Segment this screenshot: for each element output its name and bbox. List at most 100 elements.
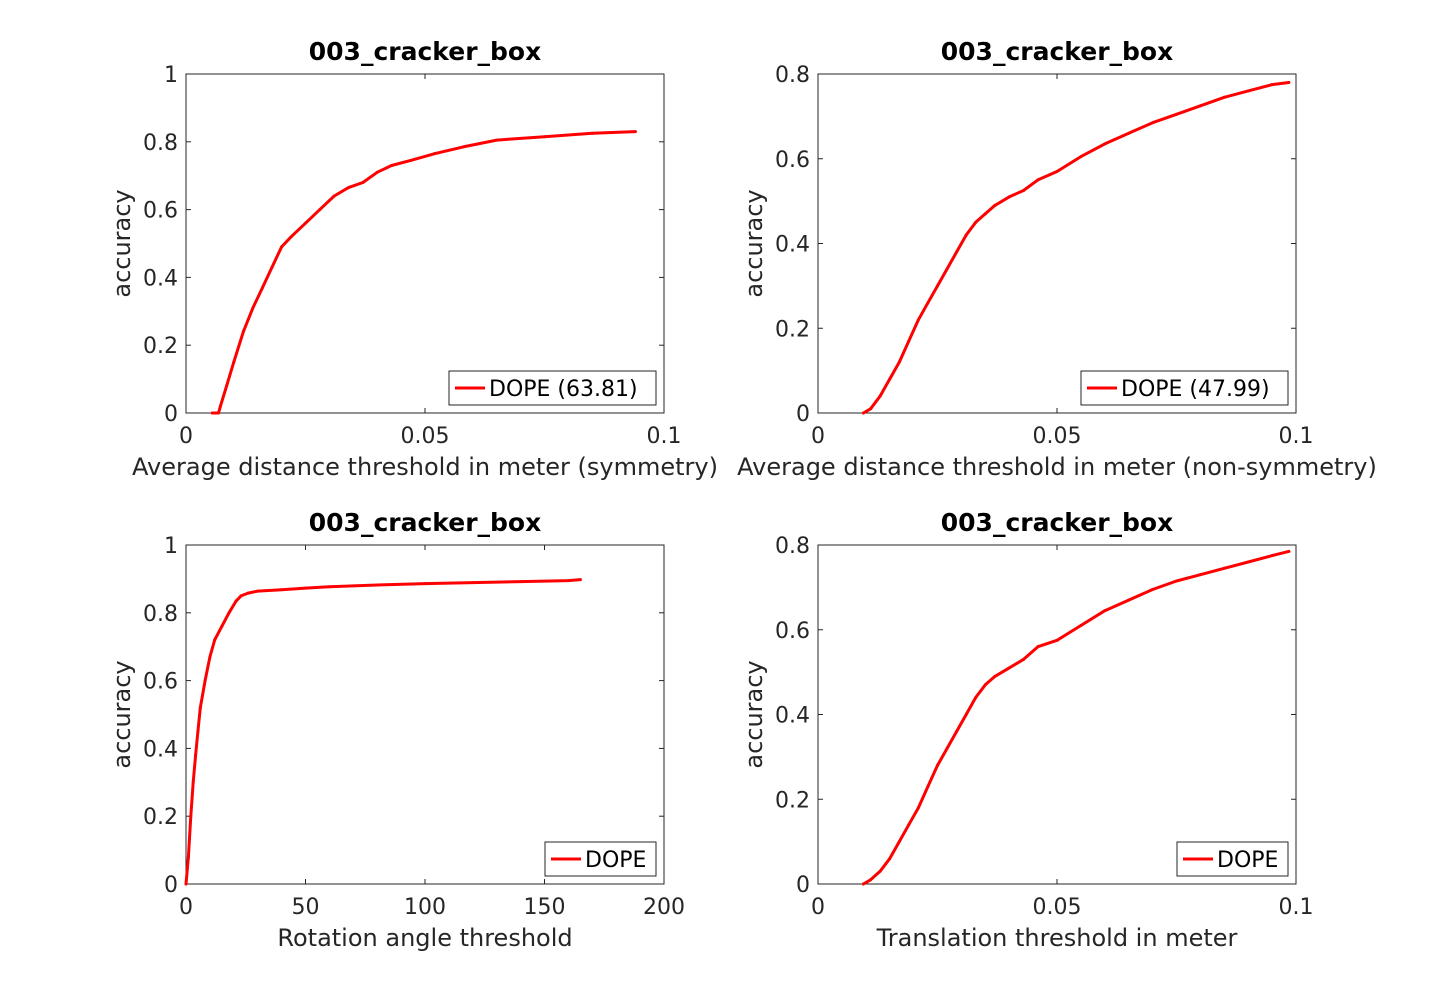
legend-label: DOPE (1217, 848, 1278, 873)
data-point (543, 135, 546, 139)
data-point (955, 729, 959, 733)
data-point (1022, 189, 1026, 193)
data-point (375, 583, 379, 587)
data-point (1151, 121, 1155, 125)
data-point (208, 655, 212, 659)
y-tick-label: 1 (164, 63, 178, 88)
data-point (461, 145, 465, 149)
data-point (1175, 112, 1178, 116)
x-axis-label: Average distance threshold in meter (sym… (132, 453, 718, 481)
data-point (347, 186, 351, 190)
x-tick-label: 50 (292, 895, 320, 920)
data-point (196, 729, 200, 733)
data-point (375, 170, 379, 174)
y-axis-label: accuracy (740, 189, 768, 297)
y-tick-label: 0.2 (775, 317, 810, 342)
x-tick-label: 0 (179, 895, 193, 920)
data-point (471, 581, 475, 585)
legend-box (1176, 841, 1289, 877)
data-point (218, 404, 222, 408)
data-point (191, 780, 195, 784)
data-point (304, 221, 307, 225)
data-point (332, 194, 336, 198)
data-point (1055, 638, 1059, 642)
data-point (198, 706, 202, 710)
y-tick-label: 0.8 (775, 63, 810, 88)
data-point (888, 857, 892, 861)
data-point (1055, 169, 1059, 173)
data-point (1022, 657, 1026, 661)
plot-area (817, 73, 1297, 414)
chart-title: 003_cracker_box (941, 508, 1173, 537)
data-point (327, 585, 331, 589)
data-point (1287, 549, 1291, 553)
data-point (390, 164, 394, 168)
data-point (234, 599, 238, 603)
data-point (926, 301, 930, 305)
y-axis-label: accuracy (740, 660, 768, 768)
data-point (289, 235, 293, 239)
data-point (936, 763, 939, 767)
data-point (983, 212, 987, 216)
data-point (189, 814, 193, 818)
data-point (993, 674, 997, 678)
legend-label: DOPE (47.99) (1121, 377, 1270, 402)
data-point (260, 286, 264, 290)
y-tick-label: 0.6 (143, 199, 178, 224)
data-point (1103, 609, 1107, 613)
data-point (1036, 645, 1040, 649)
data-point (225, 384, 229, 388)
data-point (861, 411, 865, 415)
x-tick-label: 0.05 (1033, 895, 1082, 920)
y-axis-label: accuracy (108, 660, 136, 768)
y-tick-label: 0.4 (775, 704, 810, 729)
data-point (227, 611, 231, 615)
data-point (578, 578, 582, 582)
data-point (1079, 155, 1083, 159)
data-point (270, 265, 274, 269)
data-point (1222, 95, 1226, 99)
data-point (239, 594, 243, 598)
data-point (1246, 89, 1250, 93)
x-axis-label: Average distance threshold in meter (non… (737, 453, 1377, 481)
data-point (203, 679, 207, 683)
data-point (1127, 131, 1131, 135)
data-point (936, 284, 939, 288)
data-point (256, 589, 260, 593)
data-point (1270, 83, 1274, 87)
y-tick-label: 0.6 (775, 619, 810, 644)
data-point (213, 638, 217, 642)
data-point (186, 855, 190, 859)
data-point (1103, 142, 1107, 146)
y-tick-label: 0 (796, 402, 810, 427)
data-point (974, 696, 978, 700)
data-point (907, 339, 911, 343)
data-point (869, 407, 873, 411)
data-point (280, 588, 284, 592)
chart-title: 003_cracker_box (309, 37, 541, 66)
data-point (318, 208, 322, 212)
x-tick-label: 0.1 (1279, 424, 1314, 449)
data-point (210, 411, 214, 415)
data-point (926, 785, 930, 789)
data-point (964, 713, 968, 716)
data-point (246, 591, 250, 595)
data-point (878, 394, 882, 398)
data-point (633, 130, 637, 134)
data-point (590, 131, 594, 135)
y-tick-label: 0 (164, 873, 178, 898)
chart-panel-4: 0 0.05 0.1 0 0.2 0.4 0.6 0.8 003_cracker_box Tran… (740, 508, 1314, 952)
data-point (1127, 598, 1131, 602)
y-tick-label: 0.8 (775, 534, 810, 559)
data-point (1151, 587, 1155, 591)
y-tick-label: 0.2 (143, 805, 178, 830)
x-tick-label: 0 (811, 895, 825, 920)
data-point (955, 250, 959, 254)
data-point (1198, 573, 1202, 577)
data-point (869, 878, 873, 882)
data-point (433, 152, 437, 156)
data-point (194, 753, 198, 757)
data-point (1007, 195, 1011, 199)
data-point (897, 360, 901, 364)
